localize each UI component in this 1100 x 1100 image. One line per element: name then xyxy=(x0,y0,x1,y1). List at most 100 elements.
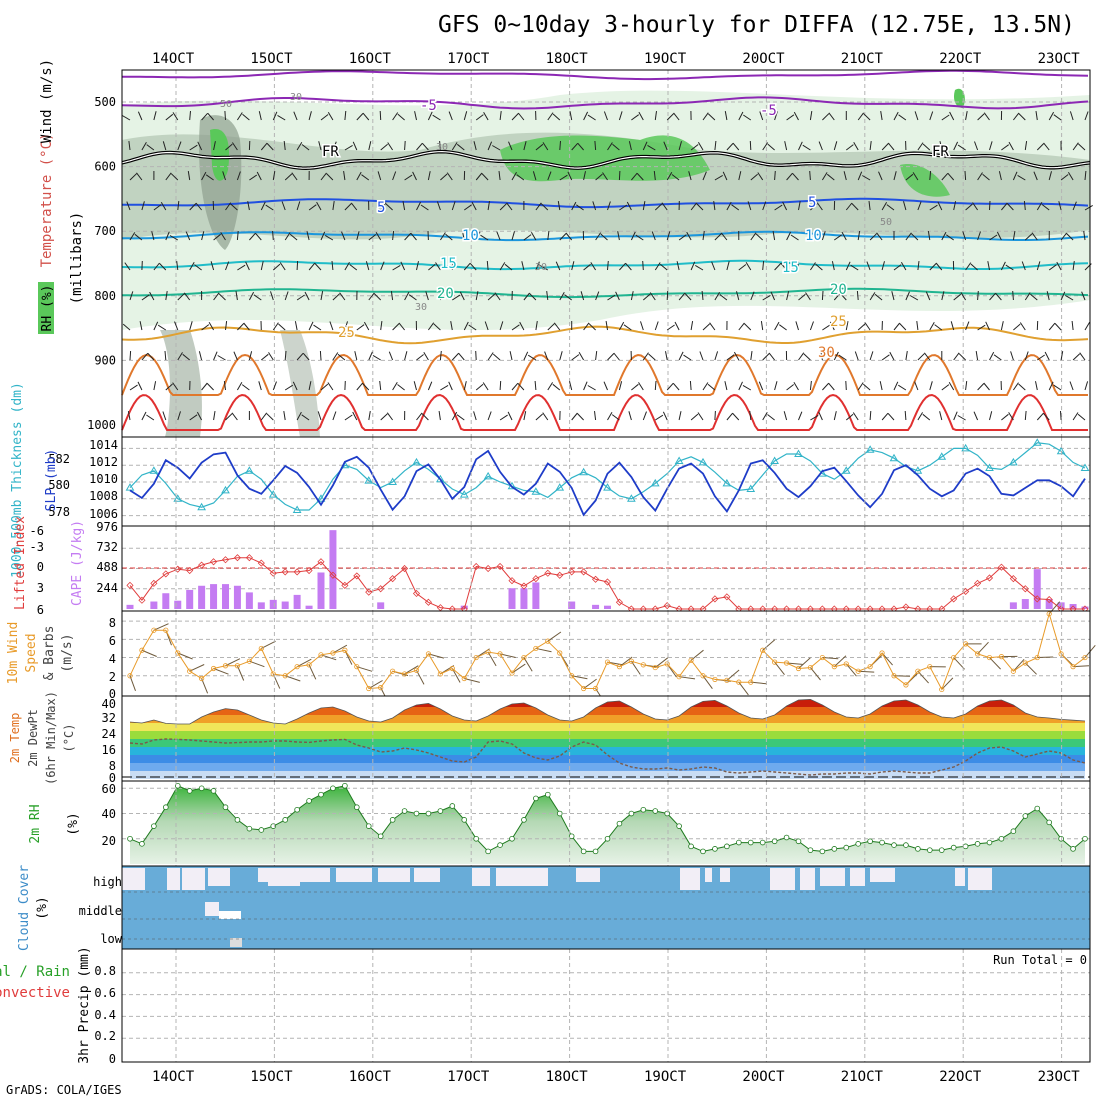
wind-barb xyxy=(237,264,246,271)
wind10m-axis-title: Speed xyxy=(24,633,39,672)
lifted-index-point xyxy=(209,558,218,566)
wind10m-barb xyxy=(822,657,839,660)
cloud-high-clear xyxy=(414,868,440,882)
wind-barb xyxy=(649,292,656,301)
wind-barb xyxy=(595,351,598,361)
wind-barb xyxy=(726,201,732,211)
wind10m-point xyxy=(139,647,145,653)
wind-barb xyxy=(941,114,950,121)
precip-total-title: tal / Rain xyxy=(0,964,70,980)
wind-barb xyxy=(475,172,483,181)
wind-barb xyxy=(508,141,513,151)
wind-barb xyxy=(326,173,334,181)
wind-barb xyxy=(676,261,680,271)
wind-barb xyxy=(439,350,442,361)
wind-barb xyxy=(499,262,506,271)
wind-barb xyxy=(272,230,274,241)
cloud-high-clear xyxy=(336,868,372,882)
wind-barb xyxy=(496,231,501,241)
wind-barb xyxy=(662,411,668,421)
wind10m-barb xyxy=(619,656,633,668)
slp-line xyxy=(129,449,1086,517)
thickness-point xyxy=(650,478,660,487)
wind-barb xyxy=(231,412,238,421)
wind-barb xyxy=(666,113,674,121)
temp-tick: 0 xyxy=(109,771,116,785)
wind-barb xyxy=(917,353,925,361)
lifted-index-point xyxy=(198,561,206,569)
wind-barb xyxy=(1056,261,1062,271)
wind-barb xyxy=(398,322,405,331)
wind10m-barb xyxy=(213,668,229,675)
rh2m-point xyxy=(700,848,706,855)
wind-barb xyxy=(957,144,966,151)
wind-barb xyxy=(989,234,998,241)
wind-barb xyxy=(177,352,183,361)
wind-barb xyxy=(903,201,907,211)
wind-barb xyxy=(341,231,346,241)
wind-barb xyxy=(308,381,312,391)
wind-barb xyxy=(862,175,871,181)
wind-barb xyxy=(758,381,764,391)
temp-bands xyxy=(130,699,1085,779)
wind-barb xyxy=(565,232,573,241)
wind-barb xyxy=(356,113,364,121)
wind-tick: 2 xyxy=(109,670,116,684)
wind-barb xyxy=(642,260,644,271)
wind-barb xyxy=(625,262,632,271)
rh-axis-title: RH (%) xyxy=(40,285,55,332)
wind-barb xyxy=(468,324,477,331)
wind-barb xyxy=(571,142,579,151)
wind10m-point xyxy=(187,668,193,674)
rh2m-point xyxy=(616,820,623,827)
wind-barb xyxy=(189,414,198,421)
wind-barb xyxy=(853,141,859,151)
wind-barb xyxy=(487,352,494,361)
wind-barb xyxy=(833,351,839,361)
wind-barb xyxy=(121,115,131,121)
wind-barb xyxy=(809,111,813,121)
wind-barb xyxy=(689,380,692,391)
lifted-index-point xyxy=(532,575,540,583)
cape-bar xyxy=(293,594,301,609)
rh-label: 50 xyxy=(220,99,232,110)
wind10m-point xyxy=(843,661,849,667)
wind-barb xyxy=(412,171,417,181)
wind10m-barb xyxy=(547,631,562,642)
wind10m-point xyxy=(640,662,646,668)
rh2m-point xyxy=(640,806,647,813)
wind-barb xyxy=(392,382,398,391)
wind-barb xyxy=(1012,290,1014,301)
wind-barb xyxy=(402,201,406,211)
thickness-point xyxy=(674,456,684,464)
wind-barb xyxy=(852,412,859,421)
wind-barb xyxy=(272,171,276,181)
wind-barb xyxy=(332,352,339,361)
wind-barb xyxy=(486,260,489,271)
wind-barb xyxy=(410,232,417,241)
thickness-point xyxy=(197,502,206,511)
wind-barb xyxy=(678,141,682,151)
wind-barb xyxy=(1058,201,1062,211)
wind-barb xyxy=(1048,171,1052,181)
wind-barb xyxy=(296,201,301,211)
wind-barb xyxy=(332,141,337,151)
thickness-tick: 578 xyxy=(48,505,70,519)
wind-barb xyxy=(487,293,496,301)
wind-barb xyxy=(762,142,769,151)
wind-barb xyxy=(511,382,519,391)
wind10m-point xyxy=(258,645,264,652)
wind-barb xyxy=(1035,111,1038,121)
wind-barb xyxy=(499,321,504,331)
wind10m-point xyxy=(509,670,515,676)
wind-barb xyxy=(413,381,417,391)
wind-barb xyxy=(695,264,704,271)
wind10m-barb xyxy=(487,651,497,667)
wind-barb xyxy=(559,351,563,361)
wind-barb xyxy=(511,171,517,181)
wind-barb xyxy=(1030,293,1038,301)
wind-barb xyxy=(464,204,472,211)
wind-barb xyxy=(744,323,752,331)
wind-barb xyxy=(880,111,883,121)
wind-barb xyxy=(941,231,947,241)
